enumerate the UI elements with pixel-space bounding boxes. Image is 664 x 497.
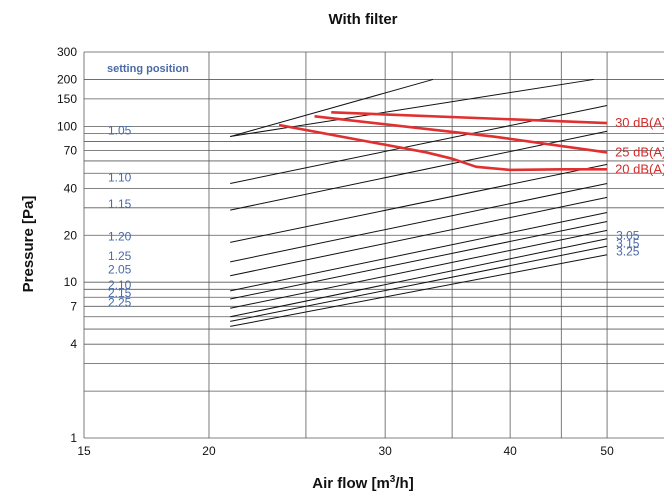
x-tick-label: 50 [600, 444, 614, 458]
x-tick-label: 20 [202, 444, 216, 458]
y-axis-label: Pressure [Pa] [20, 196, 37, 293]
y-tick-label: 300 [57, 45, 77, 59]
setting-position-note: setting position [107, 63, 189, 75]
x-tick-label: 40 [503, 444, 517, 458]
setting-line [230, 78, 434, 138]
y-tick-label: 7 [70, 299, 77, 313]
setting-line [230, 163, 608, 243]
y-tick-label: 10 [64, 275, 78, 289]
setting-label: 1.25 [108, 249, 132, 263]
noise-curve [314, 115, 608, 154]
setting-label: 3.15 [616, 236, 640, 250]
setting-line [230, 254, 608, 327]
x-axis-label: Air flow [m3/h] [312, 474, 413, 492]
grid [83, 51, 664, 439]
noise-curve [331, 111, 608, 125]
setting-line [230, 196, 608, 277]
setting-label: 3.05 [616, 229, 640, 243]
y-tick-label: 4 [70, 337, 77, 351]
y-tick-label: 70 [64, 143, 78, 157]
setting-label: 1.15 [108, 197, 132, 211]
noise-label: 30 dB(A) [615, 115, 664, 130]
noise-label: 25 dB(A) [615, 144, 664, 159]
setting-label: 2.25 [108, 295, 132, 309]
y-tick-label: 150 [57, 92, 77, 106]
y-tick-label: 40 [64, 181, 78, 195]
y-tick-label: 200 [57, 72, 77, 86]
setting-label: 1.10 [108, 170, 132, 184]
setting-line [230, 238, 608, 318]
chart-title: With filter [328, 11, 397, 28]
setting-line [230, 105, 608, 184]
x-ticks: 15 20 30 40 50 [77, 444, 614, 458]
setting-label: 2.10 [108, 278, 132, 292]
setting-label: 1.20 [108, 229, 132, 243]
x-tick-label: 30 [378, 444, 392, 458]
setting-line [230, 221, 608, 300]
setting-lines: 1.05 1.10 1.15 1.20 1.252.052.102.152.25 3.05… [108, 78, 640, 327]
noise-curve [278, 123, 608, 172]
y-tick-label: 100 [57, 119, 77, 133]
setting-line [230, 212, 608, 292]
setting-label: 2.15 [108, 286, 132, 300]
setting-label: 3.25 [616, 245, 640, 259]
setting-line [230, 182, 608, 263]
noise-label: 20 dB(A) [615, 161, 664, 176]
setting-label: 1.05 [108, 124, 132, 138]
setting-line [230, 229, 608, 309]
setting-label: 2.05 [108, 263, 132, 277]
y-tick-label: 1 [70, 431, 77, 445]
x-tick-label: 15 [77, 444, 91, 458]
noise-curves: 30 dB(A) 25 dB(A) 20 dB(A) [278, 111, 664, 176]
setting-line [230, 245, 608, 322]
y-ticks: 1 4 7 10 20 40 70 100 150 200 300 [57, 45, 77, 445]
y-tick-label: 20 [64, 228, 78, 242]
